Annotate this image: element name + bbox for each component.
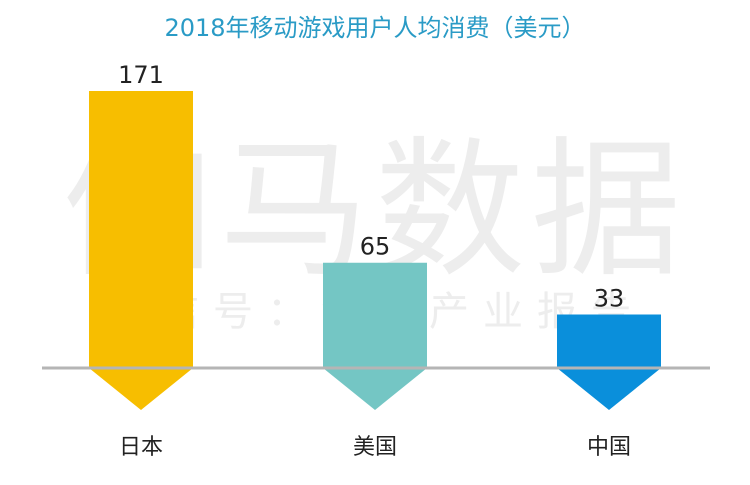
value-label-2: 65: [360, 233, 391, 261]
chart-title: 2018年移动游戏用户人均消费（美元）: [164, 14, 585, 42]
bar-2: [323, 262, 427, 410]
category-label-2: 美国: [353, 435, 397, 460]
bar-group: [89, 91, 661, 410]
value-label-3: 33: [594, 285, 625, 313]
category-label-1: 日本: [119, 435, 163, 460]
category-label-3: 中国: [587, 435, 631, 460]
bar-1: [89, 91, 193, 410]
label-group: 171 日本 65 美国 33 中国: [118, 61, 631, 460]
bar-3: [557, 314, 661, 410]
value-label-1: 171: [118, 61, 164, 89]
